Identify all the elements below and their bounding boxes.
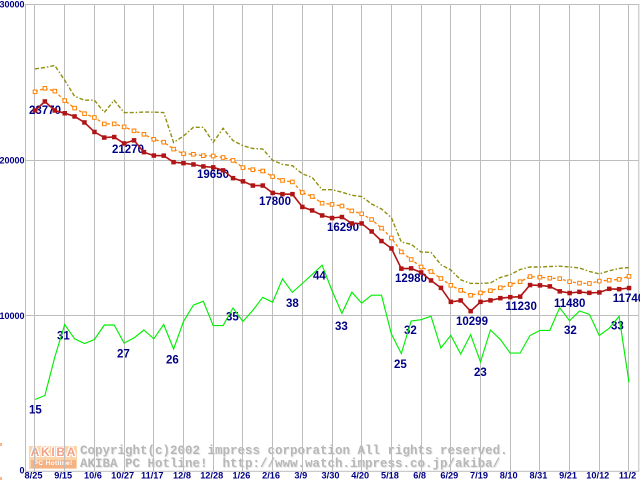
svg-text:12980: 12980 — [395, 273, 427, 285]
svg-text:6/8: 6/8 — [413, 470, 426, 480]
svg-text:30000: 30000 — [0, 0, 25, 10]
svg-text:23: 23 — [474, 367, 487, 379]
svg-text:3/30: 3/30 — [322, 470, 340, 480]
svg-text:10000: 10000 — [0, 311, 25, 321]
svg-text:27: 27 — [117, 348, 130, 360]
svg-text:8/25: 8/25 — [25, 470, 43, 480]
svg-text:11230: 11230 — [506, 301, 537, 313]
svg-text:11480: 11480 — [554, 298, 585, 310]
svg-text:20000: 20000 — [0, 155, 25, 165]
svg-text:11/2: 11/2 — [619, 470, 636, 480]
svg-text:33: 33 — [611, 320, 624, 332]
svg-text:5/18: 5/18 — [381, 470, 399, 480]
svg-text:1/26: 1/26 — [232, 470, 250, 480]
svg-text:21270: 21270 — [112, 144, 144, 156]
svg-text:12/28: 12/28 — [200, 470, 223, 480]
svg-text:10/6: 10/6 — [84, 470, 102, 480]
svg-text:31: 31 — [57, 330, 70, 342]
svg-text:12/8: 12/8 — [173, 470, 191, 480]
svg-text:38: 38 — [286, 298, 299, 310]
svg-text:2/16: 2/16 — [262, 470, 280, 480]
svg-text:9/21: 9/21 — [559, 470, 577, 480]
svg-text:7/19: 7/19 — [470, 470, 488, 480]
svg-text:33: 33 — [335, 321, 348, 333]
svg-text:9/15: 9/15 — [54, 470, 72, 480]
svg-text:6/29: 6/29 — [440, 470, 458, 480]
svg-text:32: 32 — [564, 325, 577, 337]
svg-text:3/9: 3/9 — [294, 470, 307, 480]
svg-text:0: 0 — [19, 466, 24, 476]
svg-text:32: 32 — [404, 325, 417, 337]
svg-text:8/10: 8/10 — [500, 470, 518, 480]
svg-text:10299: 10299 — [456, 316, 488, 328]
svg-text:8/31: 8/31 — [529, 470, 547, 480]
svg-text:11/17: 11/17 — [141, 470, 163, 480]
svg-text:10/27: 10/27 — [111, 470, 134, 480]
svg-text:15: 15 — [29, 404, 42, 416]
svg-text:11740: 11740 — [613, 293, 640, 305]
svg-text:10/12: 10/12 — [586, 470, 609, 480]
svg-text:17800: 17800 — [259, 196, 291, 208]
svg-text:25: 25 — [394, 359, 407, 371]
svg-text:4/20: 4/20 — [351, 470, 369, 480]
svg-text:26: 26 — [166, 354, 179, 366]
svg-text:44: 44 — [313, 270, 326, 282]
